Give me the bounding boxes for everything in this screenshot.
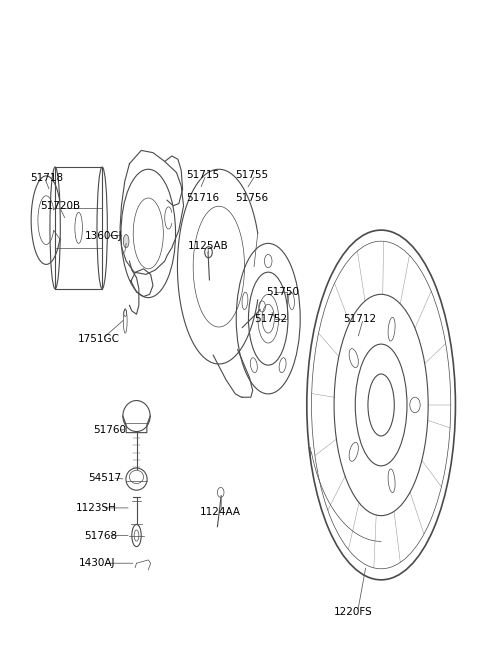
Text: 1220FS: 1220FS: [334, 607, 373, 617]
Text: 1430AJ: 1430AJ: [79, 558, 116, 569]
Text: 51756: 51756: [235, 193, 268, 203]
Text: 51712: 51712: [344, 314, 377, 324]
Text: 51716: 51716: [186, 193, 219, 203]
Text: 51750: 51750: [266, 287, 299, 297]
Text: 1125AB: 1125AB: [188, 240, 229, 251]
Text: 51715: 51715: [186, 170, 219, 179]
Text: 51718: 51718: [31, 173, 64, 183]
Text: 1360GJ: 1360GJ: [85, 231, 122, 240]
Text: 1124AA: 1124AA: [200, 508, 241, 517]
Text: 1123SH: 1123SH: [76, 503, 117, 513]
Text: 1751GC: 1751GC: [78, 333, 120, 344]
Text: 51768: 51768: [84, 531, 117, 540]
Text: 51720B: 51720B: [40, 201, 80, 211]
Text: 51760: 51760: [93, 426, 126, 436]
Circle shape: [123, 234, 129, 248]
Text: 51752: 51752: [254, 314, 287, 324]
Text: 51755: 51755: [235, 170, 268, 179]
Text: 54517: 54517: [88, 473, 121, 483]
